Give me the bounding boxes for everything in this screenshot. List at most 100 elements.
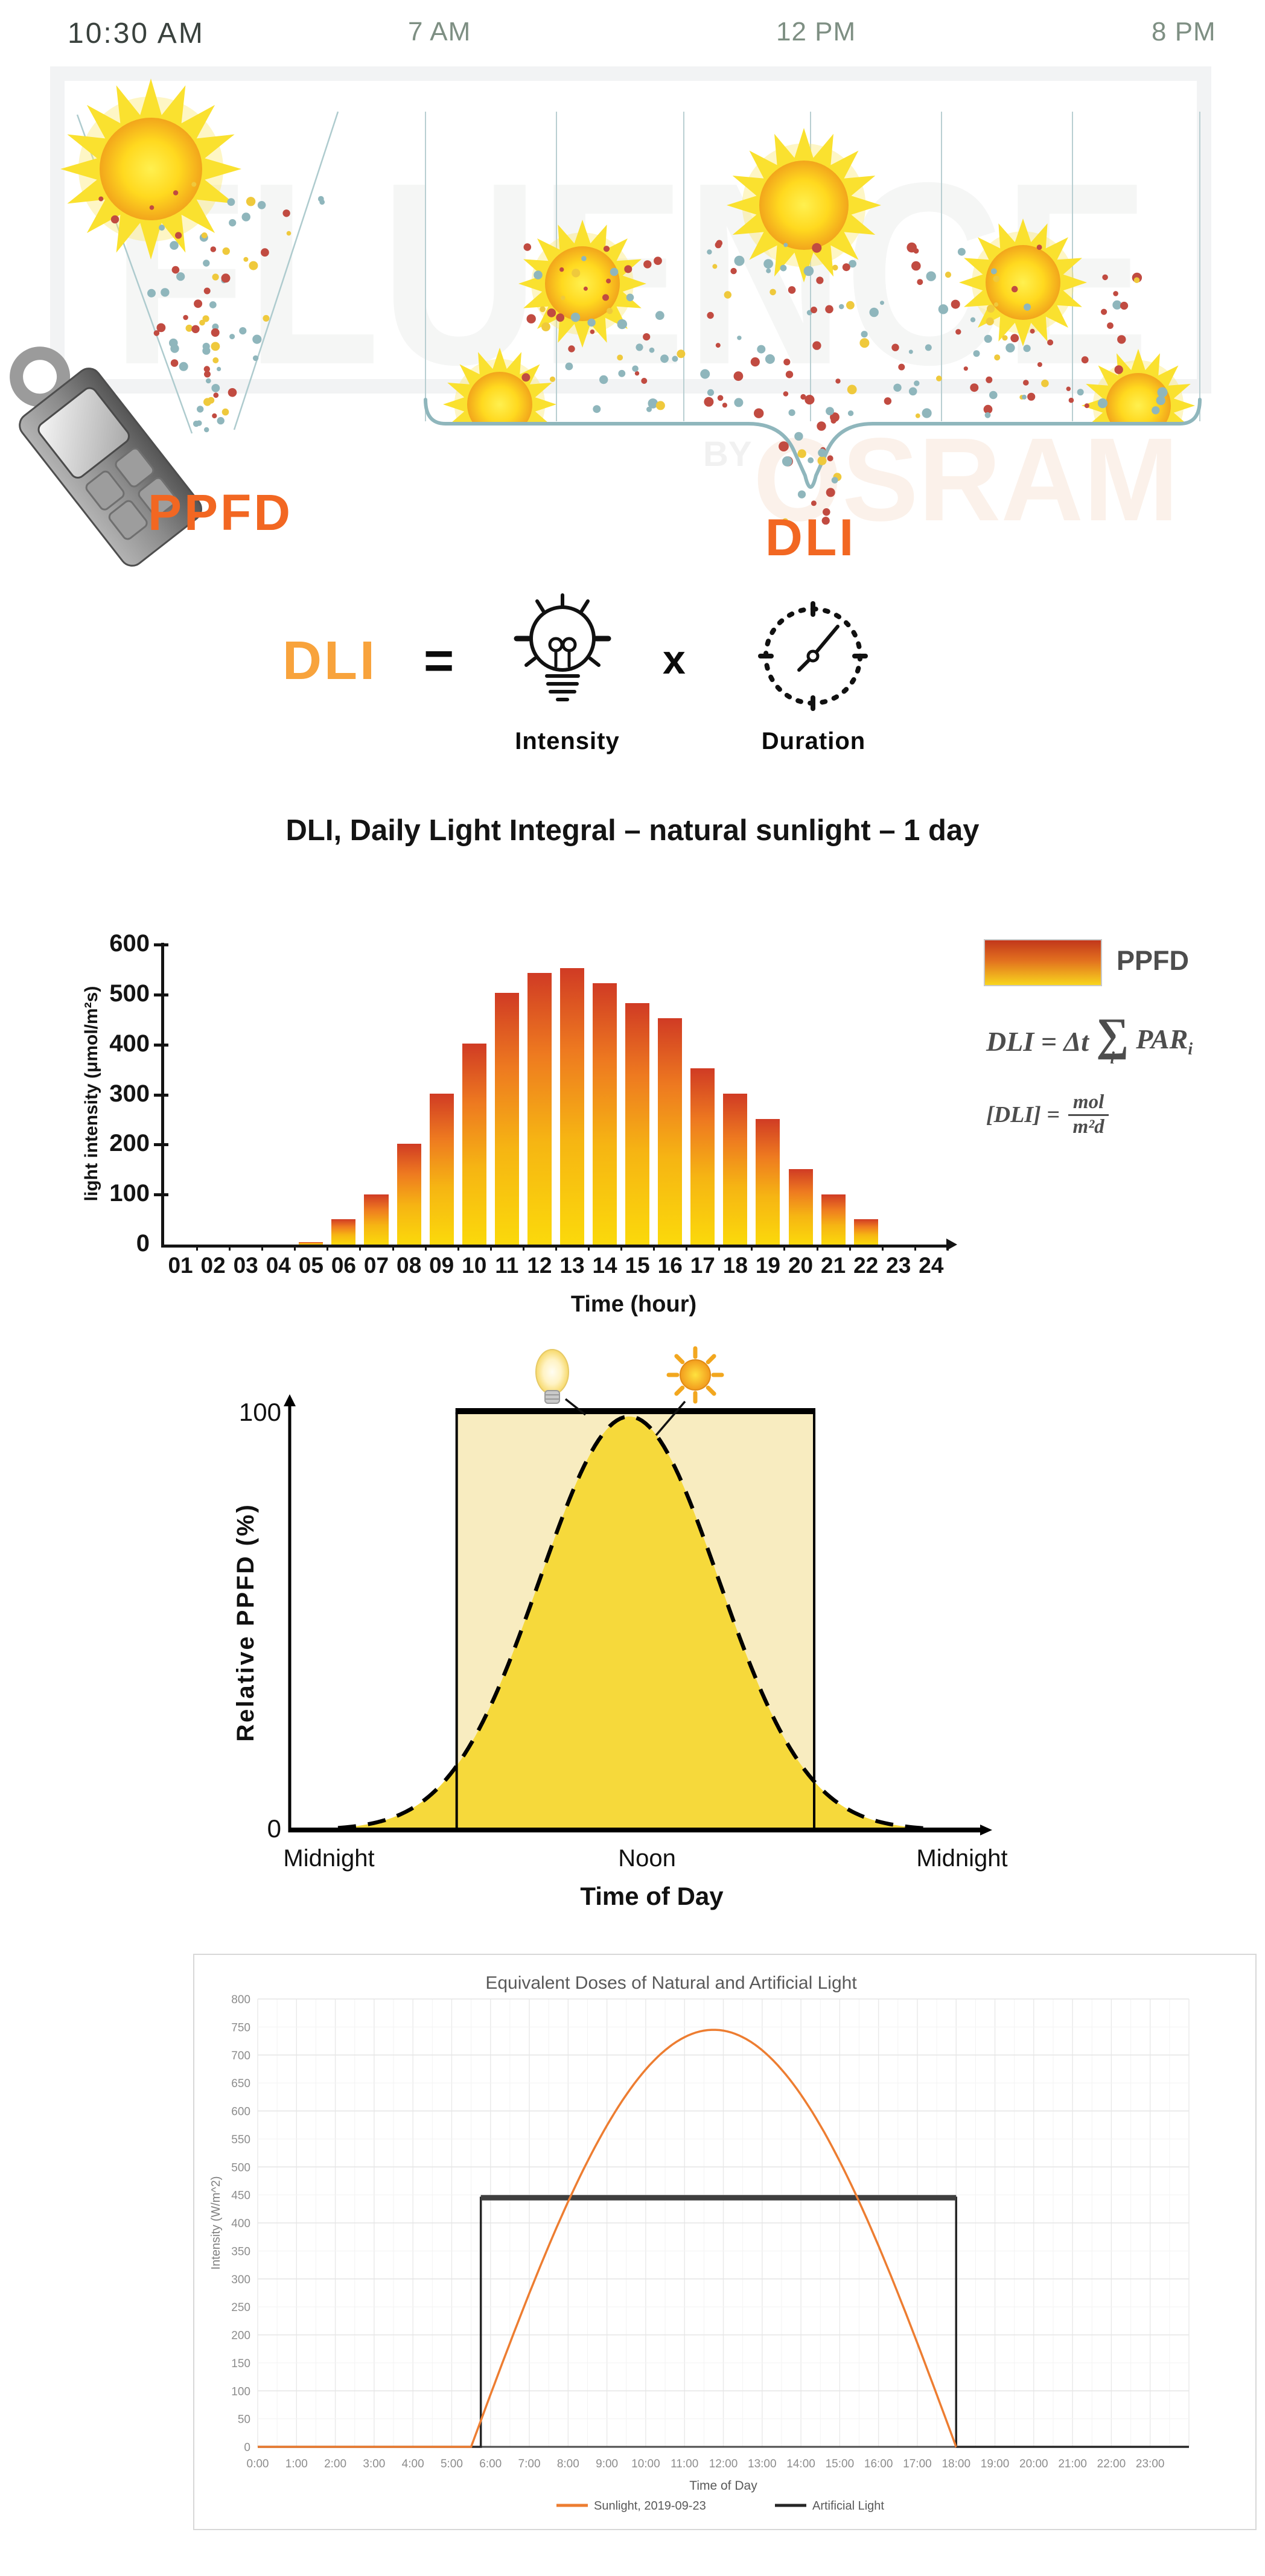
bar-xtick-07: 07	[363, 1253, 389, 1278]
bar-slot-22: 22	[850, 943, 884, 1278]
legend-sunlight: Sunlight, 2019-09-23	[594, 2499, 706, 2513]
x-tick-mark	[196, 1245, 199, 1251]
sum-symbol: ∑ i	[1096, 1009, 1129, 1068]
bar-hour-08	[397, 1144, 421, 1245]
unit-fraction: mol m²d	[1068, 1091, 1109, 1139]
bulb-pointer-line	[564, 1398, 587, 1416]
timeline-hour-12pm: 12 PM	[776, 17, 856, 46]
x-tick-mark	[849, 1245, 851, 1251]
ppfd-label: PPFD	[148, 484, 293, 541]
bar-hour-10	[462, 1043, 486, 1245]
dli-photon-dots	[521, 240, 1168, 525]
ytick-550: 550	[231, 2134, 250, 2146]
x-tick-mark	[620, 1245, 623, 1251]
bar-hour-11	[494, 993, 519, 1245]
bar-xtick-15: 15	[625, 1253, 650, 1278]
bottom-x-axis-label: Time of Day	[689, 2479, 757, 2493]
bar-slot-13: 13	[556, 943, 590, 1278]
y-tick-mark	[154, 1193, 168, 1197]
x-tick-mark	[229, 1245, 231, 1251]
ytick-400: 400	[231, 2217, 250, 2230]
bar-hour-13	[559, 968, 584, 1245]
bar-xtick-08: 08	[397, 1253, 422, 1278]
x-tick-mark	[359, 1245, 362, 1251]
bar-xtick-11: 11	[495, 1253, 519, 1278]
bar-chart-x-axis-label: Time (hour)	[570, 1292, 697, 1317]
bar-xtick-09: 09	[429, 1253, 454, 1278]
xtick-1:00: 1:00	[285, 2458, 308, 2470]
ytick-300: 300	[231, 2274, 250, 2286]
xtick-17:00: 17:00	[903, 2458, 932, 2470]
bar-slot-14: 14	[588, 943, 623, 1278]
sun-icon	[959, 218, 1087, 346]
bar-hour-06	[331, 1219, 356, 1245]
ytick-100: 100	[231, 2385, 250, 2398]
bar-slot-03: 03	[229, 943, 264, 1278]
lightbulb-emoji-icon	[535, 1349, 569, 1404]
ytick-50: 50	[238, 2414, 250, 2426]
x-tick-mark	[653, 1245, 655, 1251]
sun-icon	[727, 128, 881, 282]
bar-slot-19: 19	[751, 943, 786, 1278]
ytick-250: 250	[231, 2301, 250, 2314]
bar-slot-15: 15	[621, 943, 655, 1278]
formula-pre: DLI = Δt	[986, 1025, 1089, 1057]
bar-xtick-12: 12	[527, 1253, 552, 1278]
xtick-23:00: 23:00	[1136, 2458, 1165, 2470]
bar-slot-10: 10	[458, 943, 492, 1278]
bar-ytick-400: 400	[109, 1030, 150, 1057]
bar-xtick-02: 02	[200, 1253, 226, 1278]
xtick-21:00: 21:00	[1058, 2458, 1087, 2470]
ytick-650: 650	[231, 2077, 250, 2090]
y-tick-mark	[154, 1093, 168, 1097]
xtick-22:00: 22:00	[1097, 2458, 1126, 2470]
bar-hour-18	[723, 1094, 748, 1245]
bar-hour-12	[527, 973, 552, 1245]
bar-slot-07: 07	[360, 943, 394, 1278]
bar-chart-title: DLI, Daily Light Integral – natural sunl…	[285, 814, 980, 847]
curly-brace-icon	[424, 398, 1202, 489]
bar-hour-14	[593, 983, 617, 1245]
lightbulb-icon	[514, 593, 611, 701]
x-tick-mark	[327, 1245, 329, 1251]
bar-slot-16: 16	[654, 943, 688, 1278]
bar-ytick-300: 300	[109, 1080, 150, 1107]
bar-ytick-500: 500	[109, 980, 150, 1007]
bar-slot-21: 21	[817, 943, 851, 1278]
formula-dli: DLI	[282, 631, 377, 691]
formula-equals: =	[424, 632, 454, 690]
bar-xtick-21: 21	[821, 1253, 846, 1278]
xtick-5:00: 5:00	[441, 2458, 463, 2470]
bar-slot-11: 11	[491, 943, 524, 1278]
formula-times: x	[663, 637, 686, 683]
bar-hour-16	[658, 1018, 683, 1245]
y-tick-mark	[154, 1143, 168, 1147]
ytick-200: 200	[231, 2330, 250, 2342]
xtick-9:00: 9:00	[596, 2458, 618, 2470]
formula-term: PARi	[1136, 1023, 1193, 1059]
clock-icon	[758, 601, 868, 711]
xtick-10:00: 10:00	[631, 2458, 660, 2470]
ytick-100: 100	[239, 1398, 281, 1426]
bar-slot-18: 18	[719, 943, 753, 1278]
timeline-hour-8pm: 8 PM	[1152, 17, 1216, 46]
bar-hour-09	[429, 1094, 454, 1245]
bar-xtick-16: 16	[657, 1253, 683, 1278]
x-tick-mark	[294, 1245, 296, 1251]
equivalent-doses-chart: 0 50 100 150 200 250 300 350 400 450 500 550 600 650 7…	[193, 1954, 1257, 2530]
bar-xtick-10: 10	[462, 1253, 487, 1278]
bar-xtick-19: 19	[755, 1253, 781, 1278]
xtick-6:00: 6:00	[479, 2458, 502, 2470]
xtick-16:00: 16:00	[864, 2458, 893, 2470]
dli-label: DLI	[765, 509, 856, 567]
ytick-700: 700	[231, 2050, 250, 2062]
xtick-14:00: 14:00	[786, 2458, 815, 2470]
unit-pre: [DLI] =	[986, 1102, 1060, 1128]
bar-xtick-24: 24	[919, 1253, 944, 1278]
bar-slot-01: 01	[164, 943, 199, 1278]
bar-hour-19	[756, 1118, 780, 1245]
xtick-15:00: 15:00	[826, 2458, 855, 2470]
bar-xtick-20: 20	[788, 1253, 814, 1278]
ytick-150: 150	[231, 2358, 250, 2370]
bar-xtick-18: 18	[722, 1253, 748, 1278]
